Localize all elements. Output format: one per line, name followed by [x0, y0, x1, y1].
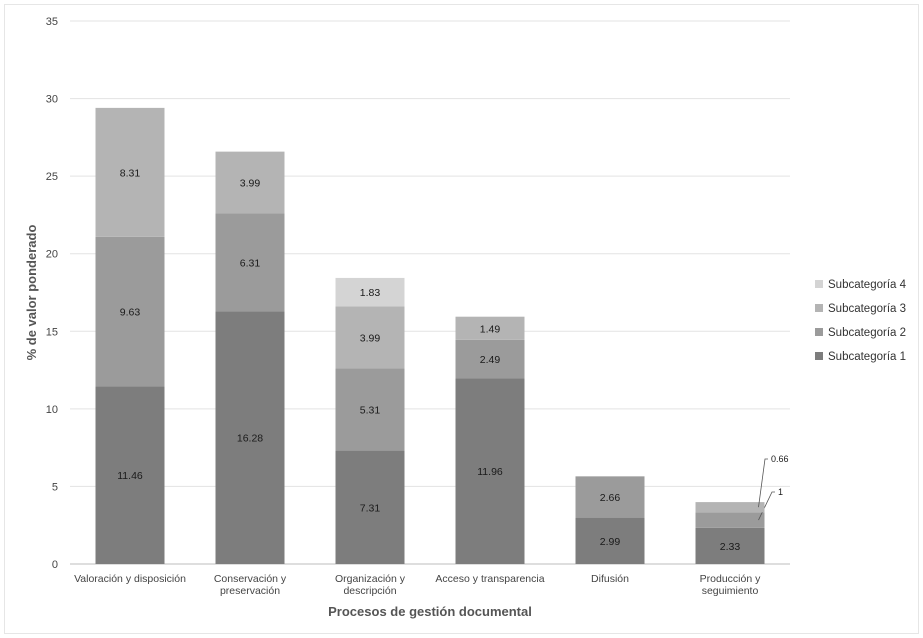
y-axis-title: % de valor ponderado — [24, 225, 39, 361]
x-tick-label: Producción y — [700, 573, 761, 585]
y-tick-label: 10 — [46, 404, 58, 416]
legend-swatch — [815, 304, 823, 312]
data-label: 1.83 — [360, 287, 381, 299]
x-tick-label: preservación — [220, 585, 280, 597]
bar-segment — [455, 339, 525, 379]
bar-segment — [215, 311, 285, 564]
bar-segment — [215, 151, 285, 214]
y-tick-label: 0 — [52, 559, 58, 571]
x-tick-label: Conservación y — [214, 573, 287, 585]
data-label: 11.46 — [117, 470, 143, 482]
bar-segment — [215, 213, 285, 312]
data-label: 3.99 — [360, 332, 381, 344]
data-label: 3.99 — [240, 178, 261, 190]
bar-segment — [95, 386, 165, 564]
y-tick-label: 20 — [46, 249, 58, 261]
legend-swatch — [815, 328, 823, 336]
data-label: 7.31 — [360, 502, 381, 514]
bar-segment — [455, 316, 525, 340]
bar-segment — [695, 527, 765, 564]
x-tick-label: descripción — [343, 585, 396, 597]
bar-segment — [575, 476, 645, 518]
x-tick-label: seguimiento — [702, 585, 759, 597]
chart-frame — [4, 4, 919, 634]
legend-label: Subcategoría 2 — [828, 327, 906, 339]
data-label: 6.31 — [240, 257, 261, 269]
bar-segment — [335, 306, 405, 369]
x-tick-label: Valoración y disposición — [74, 573, 186, 585]
y-tick-label: 35 — [46, 16, 58, 28]
bar-segment — [335, 368, 405, 451]
legend-label: Subcategoría 3 — [828, 303, 906, 315]
data-label: 1 — [778, 487, 783, 497]
y-tick-label: 30 — [46, 94, 58, 106]
bar-segment — [335, 277, 405, 307]
data-label: 2.49 — [480, 354, 501, 366]
legend-label: Subcategoría 1 — [828, 351, 906, 363]
legend-swatch — [815, 280, 823, 288]
bar-segment — [455, 378, 525, 564]
legend-swatch — [815, 352, 823, 360]
y-tick-label: 15 — [46, 326, 58, 338]
data-label: 5.31 — [360, 404, 381, 416]
data-label: 9.63 — [120, 307, 141, 319]
data-label: 11.96 — [477, 466, 503, 478]
data-label: 1.49 — [480, 323, 501, 335]
x-tick-label: Organización y — [335, 573, 406, 585]
x-tick-label: Acceso y transparencia — [435, 573, 544, 585]
bar-segment — [695, 502, 765, 513]
data-label: 8.31 — [120, 167, 141, 179]
x-tick-label: Difusión — [591, 573, 629, 585]
y-tick-label: 5 — [52, 481, 58, 493]
data-label: 16.28 — [237, 433, 263, 445]
bar-segment — [95, 236, 165, 387]
bar-segment — [575, 517, 645, 564]
legend-label: Subcategoría 4 — [828, 279, 907, 291]
data-label: 0.66 — [771, 454, 789, 464]
data-label: 2.66 — [600, 492, 621, 504]
y-tick-label: 25 — [46, 171, 58, 183]
data-label: 2.33 — [720, 541, 741, 553]
bar-segment — [695, 512, 765, 528]
data-label: 2.99 — [600, 536, 621, 548]
bar-segment — [95, 107, 165, 237]
bar-segment — [335, 450, 405, 564]
x-axis-title: Procesos de gestión documental — [328, 604, 532, 619]
callout-leader — [758, 458, 768, 508]
